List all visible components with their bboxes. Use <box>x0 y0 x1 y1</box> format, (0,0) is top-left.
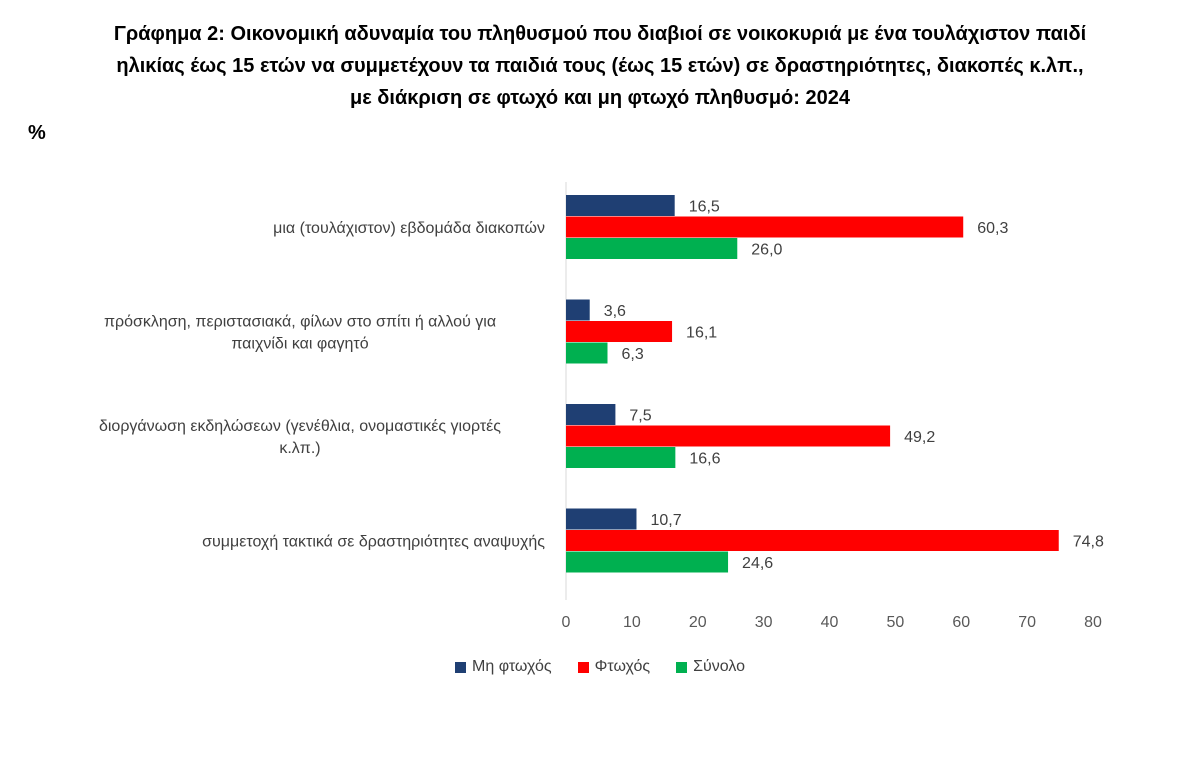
x-tick-label: 30 <box>755 614 773 631</box>
chart-title-line-2: ηλικίας έως 15 ετών να συμμετέχουν τα πα… <box>116 55 1084 77</box>
bar <box>566 299 590 321</box>
x-tick-label: 70 <box>1018 614 1036 631</box>
data-label: 60,3 <box>977 220 1008 237</box>
chart-legend: Μη φτωχός Φτωχός Σύνολο <box>0 658 1200 676</box>
data-label: 16,1 <box>686 325 717 342</box>
legend-item: Φτωχός <box>577 658 651 676</box>
chart-title-line-3: με διάκριση σε φτωχό και μη φτωχό πληθυσ… <box>350 87 850 109</box>
legend-label: Φτωχός <box>594 658 651 675</box>
legend-label: Μη φτωχός <box>472 658 552 675</box>
legend-swatch <box>676 661 688 673</box>
x-tick-label: 40 <box>821 614 839 631</box>
chart-title: Γράφημα 2: Οικονομική αδυναμία του πληθυ… <box>0 18 1200 114</box>
data-label: 24,6 <box>742 555 773 572</box>
unit-label: % <box>28 122 46 144</box>
x-tick-label: 10 <box>623 614 641 631</box>
bar <box>566 238 738 259</box>
category-label: διοργάνωση εκδηλώσεων (γενέθλια, ονομαστ… <box>99 418 501 435</box>
legend-label: Σύνολο <box>693 658 745 675</box>
data-label: 49,2 <box>904 429 935 446</box>
chart-title-line-1: Γράφημα 2: Οικονομική αδυναμία του πληθυ… <box>113 23 1087 45</box>
legend-item: Μη φτωχός <box>455 658 552 676</box>
category-label: συμμετοχή τακτικά σε δραστηριότητες αναψ… <box>202 534 545 551</box>
x-tick-label: 20 <box>689 614 707 631</box>
bar <box>566 508 637 530</box>
category-label: πρόσκληση, περιστασιακά, φίλων στο σπίτι… <box>104 314 496 331</box>
bar <box>566 404 616 425</box>
data-label: 26,0 <box>751 242 782 259</box>
bar <box>566 195 675 216</box>
legend-item: Σύνολο <box>676 658 745 676</box>
category-label: παιχνίδι και φαγητό <box>231 336 368 353</box>
data-label: 16,6 <box>689 451 720 468</box>
data-label: 16,5 <box>689 199 720 216</box>
category-label: μια (τουλάχιστον) εβδομάδα διακοπών <box>273 220 545 237</box>
data-label: 7,5 <box>629 408 651 425</box>
data-label: 3,6 <box>604 303 626 320</box>
x-tick-label: 50 <box>886 614 904 631</box>
bar <box>566 425 891 447</box>
legend-swatch <box>577 661 589 673</box>
bar <box>566 216 964 238</box>
category-label: κ.λπ.) <box>279 440 320 457</box>
legend-swatch <box>455 661 467 673</box>
bar <box>566 342 608 364</box>
bar <box>566 321 673 342</box>
data-label: 74,8 <box>1073 534 1104 551</box>
bar <box>566 530 1059 551</box>
x-tick-label: 60 <box>952 614 970 631</box>
data-label: 10,7 <box>650 512 681 529</box>
x-tick-label: 80 <box>1084 614 1102 631</box>
x-tick-label: 0 <box>562 614 571 631</box>
data-label: 6,3 <box>622 346 644 363</box>
bar <box>566 551 729 573</box>
bar <box>566 447 676 468</box>
